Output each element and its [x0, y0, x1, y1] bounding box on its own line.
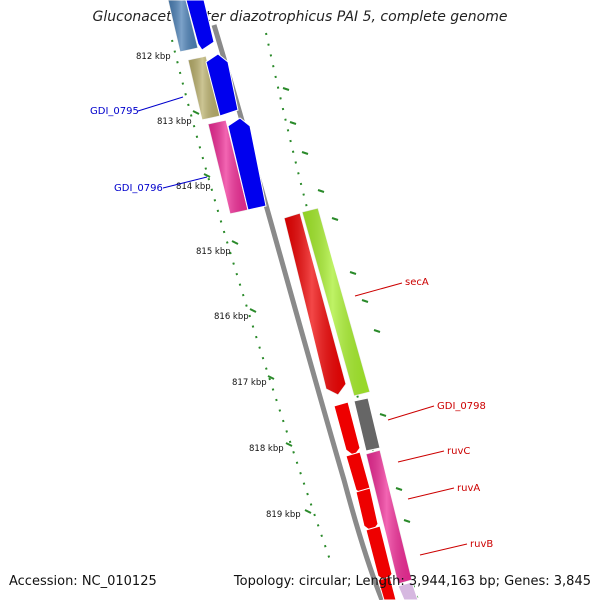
- gene-label-ruvA[interactable]: ruvA: [457, 483, 480, 494]
- gene-red-5[interactable]: [377, 576, 397, 600]
- leader-lines: [137, 96, 468, 556]
- kbp-label: 814 kbp: [176, 182, 211, 192]
- gene-steelblue[interactable]: [167, 0, 199, 53]
- accession-text: Accession: NC_010125: [9, 574, 157, 589]
- gene-red-ruvC[interactable]: [333, 401, 361, 457]
- gene-label-gdi0795[interactable]: GDI_0795: [90, 106, 139, 117]
- kbp-label: 817 kbp: [232, 378, 267, 388]
- kbp-label: 815 kbp: [196, 247, 231, 257]
- ruler-arc-inner: [171, 39, 331, 561]
- kbp-label: 812 kbp: [136, 52, 171, 62]
- gene-blue-2[interactable]: [205, 53, 239, 117]
- gene-label-ruvB[interactable]: ruvB: [470, 539, 493, 550]
- gene-magenta-ruvB[interactable]: [365, 449, 413, 585]
- gene-label-gdi0796[interactable]: GDI_0796: [114, 183, 163, 194]
- kbp-label: 819 kbp: [266, 510, 301, 520]
- gene-label-ruvC[interactable]: ruvC: [447, 446, 470, 457]
- gene-lime[interactable]: [301, 207, 371, 397]
- kbp-label: 818 kbp: [249, 444, 284, 454]
- gene-blue-3[interactable]: [227, 117, 267, 211]
- gene-red-secA[interactable]: [283, 212, 347, 396]
- gene-label-gdi0798[interactable]: GDI_0798: [437, 401, 486, 412]
- kbp-label: 816 kbp: [214, 312, 249, 322]
- outer-tick-marks: [282, 87, 411, 523]
- gene-blue-1[interactable]: [185, 0, 215, 51]
- gene-lavender[interactable]: [397, 581, 419, 600]
- gene-gray-gdi0798[interactable]: [353, 397, 381, 452]
- kbp-label: 813 kbp: [157, 117, 192, 127]
- gene-label-secA[interactable]: secA: [405, 277, 429, 288]
- summary-text: Topology: circular; Length: 3,944,163 bp…: [233, 574, 591, 589]
